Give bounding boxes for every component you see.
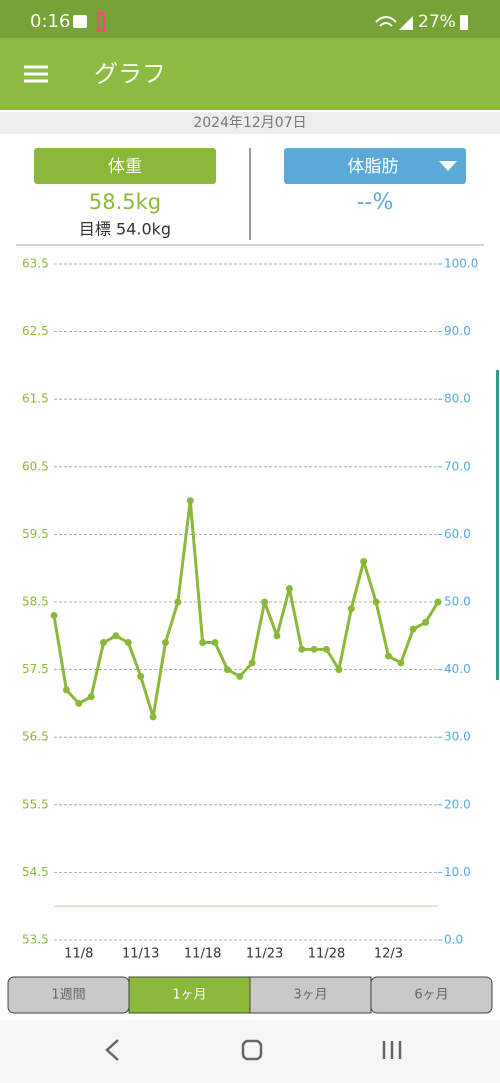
chart: 53.5 54.5 55.5 56.5 57.5 58.5 59.5 60.5 61.5 62.5…: [22, 257, 478, 962]
point: [360, 557, 368, 565]
tab-label: 1ヶ月: [172, 988, 206, 1003]
app-bar: [0, 38, 500, 110]
point: [298, 645, 306, 653]
tab-label: 6ヶ月: [414, 988, 448, 1003]
point: [112, 632, 120, 640]
y2-tick-label: 60.0: [444, 527, 471, 541]
y2-tick-label: 100.0: [444, 257, 478, 271]
status-time: 0:16: [30, 11, 70, 32]
date: 2024年12月07日: [193, 115, 306, 131]
point: [384, 652, 392, 660]
date-bar: [0, 112, 500, 134]
battery-icon: [460, 15, 468, 30]
y-tick-label: 58.5: [22, 595, 49, 609]
y-tick-label: 60.5: [22, 459, 49, 473]
point: [248, 659, 256, 667]
y-tick-label: 62.5: [22, 324, 49, 338]
point: [347, 605, 355, 613]
point: [62, 686, 70, 694]
tab[interactable]: [370, 976, 493, 1014]
y2-tick-label: 20.0: [444, 797, 471, 811]
weight-button[interactable]: [34, 148, 216, 184]
y2-tick-label: 10.0: [444, 865, 471, 879]
y-tick-label: 53.5: [22, 933, 49, 947]
x-tick-label: 11/23: [246, 947, 283, 962]
point: [409, 625, 417, 633]
y-tick-label: 59.5: [22, 527, 49, 541]
point: [434, 598, 442, 606]
point: [137, 672, 145, 680]
point: [236, 672, 244, 680]
point: [372, 598, 380, 606]
y2-tick-label: 50.0: [444, 595, 471, 609]
tab[interactable]: [128, 976, 251, 1014]
signal-icon: [399, 16, 413, 30]
point: [75, 699, 83, 707]
point: [124, 639, 132, 647]
point: [310, 645, 318, 653]
menu-button[interactable]: [24, 65, 48, 83]
y-tick-label: 61.5: [22, 392, 49, 406]
y-tick-label: 57.5: [22, 662, 49, 676]
x-tick-label: 11/8: [64, 947, 93, 962]
point: [323, 645, 331, 653]
y-tick-label: 63.5: [22, 257, 49, 271]
line: [52, 499, 440, 719]
point: [199, 639, 207, 647]
weight-goal: 目標 54.0kg: [79, 220, 171, 239]
home-button[interactable]: [241, 1039, 263, 1061]
x-tick-label: 11/13: [122, 947, 159, 962]
point: [422, 618, 430, 626]
y-tick-label: 55.5: [22, 797, 49, 811]
point: [100, 639, 108, 647]
point: [397, 659, 405, 667]
recents-button[interactable]: [382, 1041, 402, 1059]
y2-tick-label: 80.0: [444, 392, 471, 406]
scrollbar: [496, 370, 499, 680]
battery-text: 27%: [418, 12, 456, 32]
x-tick-label: 12/3: [374, 947, 403, 962]
point: [174, 598, 182, 606]
body-fat-button[interactable]: [284, 148, 466, 184]
y2-tick-label: 90.0: [444, 324, 471, 338]
y2-tick-label: 40.0: [444, 662, 471, 676]
dropdown-arrow: [439, 161, 457, 171]
point: [87, 693, 95, 701]
y-tick-label: 56.5: [22, 730, 49, 744]
body-fat-value: --%: [357, 190, 394, 215]
point: [211, 639, 219, 647]
body-fat-button-label: 体脂肪: [348, 157, 399, 177]
tab-bar: 1週間 1ヶ月 3ヶ月 6ヶ月: [7, 976, 493, 1014]
y2-tick-label: 70.0: [444, 459, 471, 473]
y2-tick-label: 0.0: [444, 933, 463, 947]
point: [261, 598, 269, 606]
weight-button-label: 体重: [108, 157, 142, 177]
nav-bar: [0, 1020, 500, 1083]
x-tick-label: 11/18: [184, 947, 221, 962]
point: [223, 666, 231, 674]
point: [273, 632, 281, 640]
y-tick-label: 54.5: [22, 865, 49, 879]
point: [186, 497, 194, 505]
back-button[interactable]: [105, 1039, 119, 1061]
tab-label: 3ヶ月: [293, 988, 327, 1003]
x-tick-label: 11/28: [308, 947, 345, 962]
tab[interactable]: [249, 976, 372, 1014]
point: [161, 639, 169, 647]
y2-tick-label: 30.0: [444, 730, 471, 744]
point: [285, 584, 293, 592]
point: [335, 666, 343, 674]
gallery-icon: [73, 15, 87, 28]
app-title: グラフ: [94, 60, 166, 88]
wifi-icon: [375, 16, 397, 27]
point: [50, 612, 58, 620]
weight-value: 58.5kg: [89, 190, 161, 214]
notify-icon: [97, 12, 105, 32]
point: [149, 713, 157, 721]
tab-label: 1週間: [51, 988, 85, 1003]
